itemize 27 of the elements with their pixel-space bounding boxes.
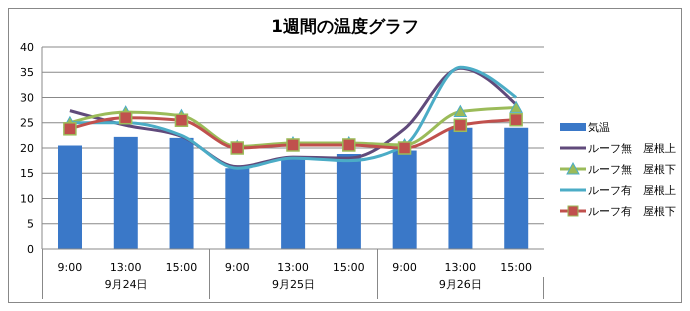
y-tick-label: 35 xyxy=(20,66,34,80)
legend-label: 気温 xyxy=(588,120,610,134)
x-tick-label: 15:00 xyxy=(332,260,365,274)
y-tick-label: 15 xyxy=(20,167,34,180)
x-tick-label: 9:00 xyxy=(224,260,250,274)
text: 9月25日 xyxy=(209,277,377,299)
legend-label: ルーフ無 屋根下 xyxy=(588,162,676,176)
y-tick-label: 0 xyxy=(27,242,34,256)
y-tick-label: 25 xyxy=(20,116,34,130)
x-tick-label: 9:00 xyxy=(392,260,417,274)
y-tick-label: 10 xyxy=(20,192,34,206)
x-tick-label: 13:00 xyxy=(444,260,476,274)
legend-label: ルーフ有 屋根上 xyxy=(588,182,676,198)
x-tick-label: 13:00 xyxy=(277,260,309,274)
text: 9月26日 xyxy=(376,277,544,299)
y-tick-label: 30 xyxy=(20,91,34,104)
x-tick-label: 13:00 xyxy=(110,260,142,274)
legend-label: ルーフ有 屋根下 xyxy=(588,204,676,218)
y-tick-label: 5 xyxy=(27,218,34,231)
text: 9月24日 xyxy=(42,277,210,299)
y-tick-label: 20 xyxy=(20,142,34,155)
x-tick-label: 15:00 xyxy=(500,260,532,274)
chart-title: 1週間の温度グラフ xyxy=(270,16,420,39)
x-tick-label: 9:00 xyxy=(58,260,82,274)
y-tick-label: 40 xyxy=(20,40,34,54)
legend-label: ルーフ無 屋根上 xyxy=(588,140,676,156)
x-tick-label: 15:00 xyxy=(166,260,198,274)
